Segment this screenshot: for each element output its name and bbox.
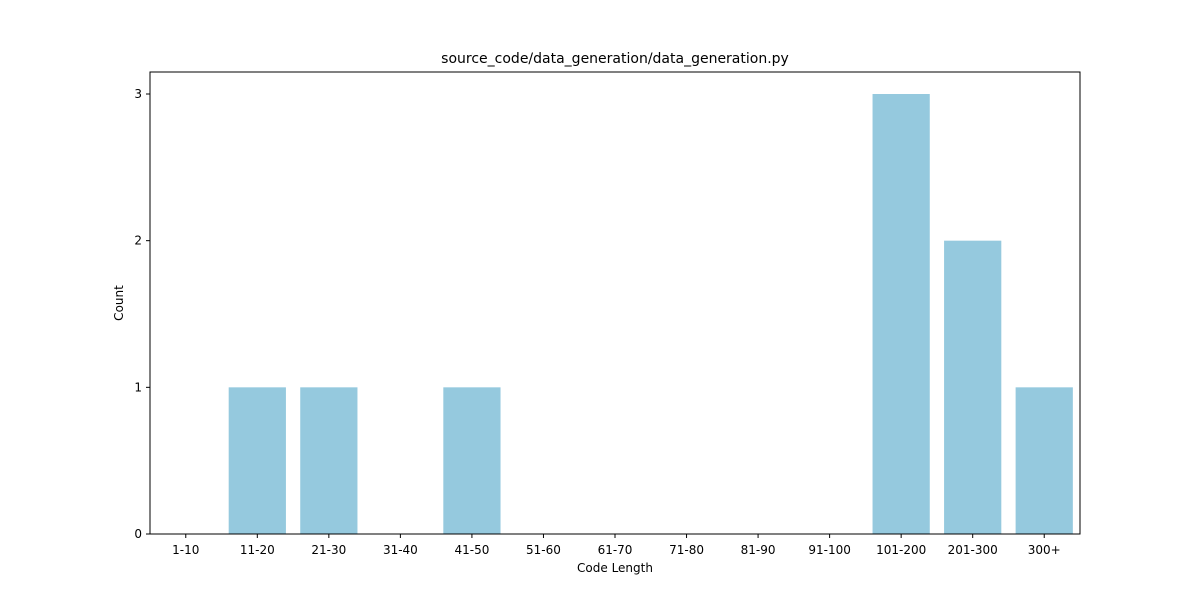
x-tick-label: 31-40 bbox=[383, 543, 418, 557]
y-axis-label: Count bbox=[112, 285, 126, 321]
bar-41-50 bbox=[443, 387, 501, 534]
x-tick-label: 81-90 bbox=[741, 543, 776, 557]
x-axis: 1-10 11-20 21-30 31-40 41-50 51-60 61-70 71-80 8… bbox=[172, 534, 1061, 557]
bar-300+ bbox=[1015, 387, 1073, 534]
x-tick-label: 41-50 bbox=[454, 543, 489, 557]
bars-group bbox=[228, 94, 1073, 534]
bar-201-300 bbox=[944, 240, 1002, 534]
chart-title: source_code/data_generation/data_generat… bbox=[441, 51, 789, 67]
bar-101-200 bbox=[872, 94, 930, 534]
plot-frame bbox=[149, 71, 1081, 535]
y-axis: 0 1 2 3 bbox=[134, 87, 150, 541]
x-tick-label: 21-30 bbox=[311, 543, 346, 557]
x-tick-label: 61-70 bbox=[598, 543, 633, 557]
bar-21-30 bbox=[300, 387, 358, 534]
x-tick-label: 1-10 bbox=[172, 543, 199, 557]
x-axis-label: Code Length bbox=[577, 561, 653, 575]
y-tick-label: 1 bbox=[134, 380, 142, 394]
x-tick-label: 11-20 bbox=[240, 543, 275, 557]
y-tick-label: 3 bbox=[134, 87, 142, 101]
x-tick-label: 101-200 bbox=[876, 543, 926, 557]
x-tick-label: 91-100 bbox=[808, 543, 851, 557]
y-tick-label: 0 bbox=[134, 527, 142, 541]
x-tick-label: 51-60 bbox=[526, 543, 561, 557]
x-tick-label: 71-80 bbox=[669, 543, 704, 557]
x-tick-label: 300+ bbox=[1028, 543, 1061, 557]
y-tick-label: 2 bbox=[134, 234, 142, 248]
x-tick-label: 201-300 bbox=[948, 543, 998, 557]
bar-11-20 bbox=[228, 387, 286, 534]
